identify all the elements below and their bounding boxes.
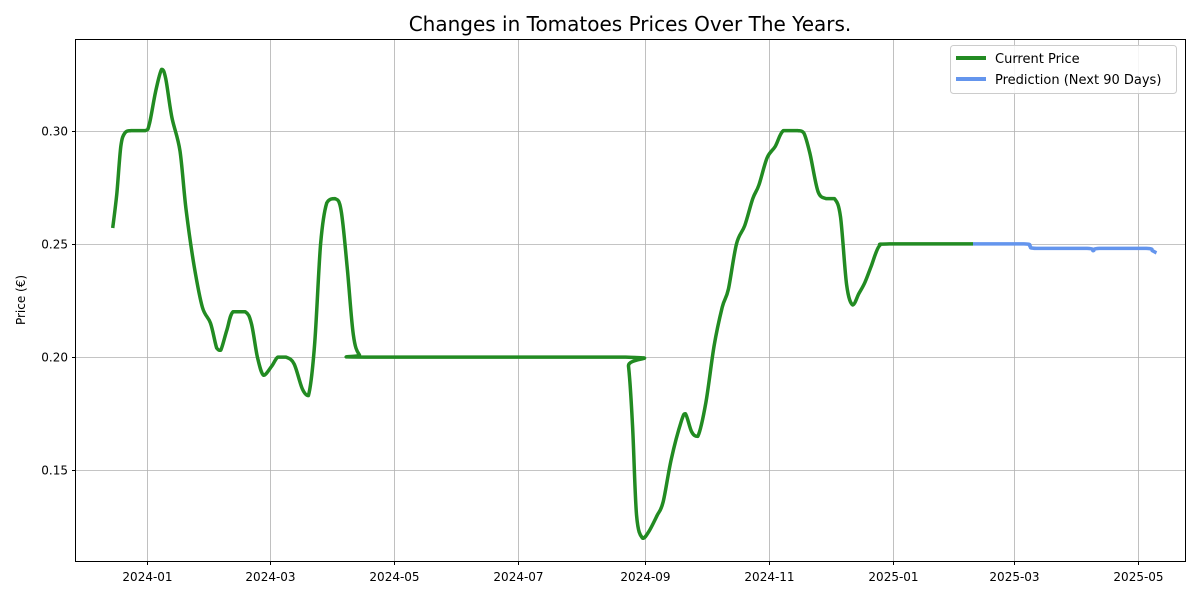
plot-frame — [75, 39, 1186, 562]
y-tick-label: 0.25 — [41, 238, 68, 252]
x-tick-label: 2024-07 — [493, 570, 543, 584]
legend: Current Price Prediction (Next 90 Days) — [950, 45, 1177, 94]
x-tick-label: 2025-01 — [868, 570, 918, 584]
y-axis-ticks: 0.15 0.20 0.25 0.30 — [41, 125, 76, 478]
x-tick-label: 2024-03 — [245, 570, 295, 584]
x-tick-label: 2024-05 — [369, 570, 419, 584]
series-layer — [110, 67, 1158, 541]
x-tick-label: 2024-09 — [620, 570, 670, 584]
x-axis-ticks: 2024-01 2024-03 2024-05 2024-07 2024-09 2024-… — [122, 561, 1164, 584]
legend-box — [950, 45, 1177, 94]
chart-title: Changes in Tomatoes Prices Over The Year… — [409, 12, 852, 36]
y-tick-label: 0.30 — [41, 125, 68, 139]
legend-label-current-price: Current Price — [995, 52, 1080, 67]
series-line-current-price — [110, 67, 973, 541]
y-tick-label: 0.15 — [41, 464, 68, 478]
x-tick-label: 2024-11 — [744, 570, 794, 584]
y-tick-label: 0.20 — [41, 351, 68, 365]
y-axis-label: Price (€) — [14, 275, 28, 325]
grid-lines — [76, 40, 1185, 561]
legend-label-prediction: Prediction (Next 90 Days) — [995, 73, 1161, 88]
series-line-prediction — [973, 242, 1158, 255]
x-tick-label: 2025-05 — [1113, 570, 1163, 584]
x-tick-label: 2024-01 — [122, 570, 172, 584]
x-tick-label: 2025-03 — [989, 570, 1039, 584]
